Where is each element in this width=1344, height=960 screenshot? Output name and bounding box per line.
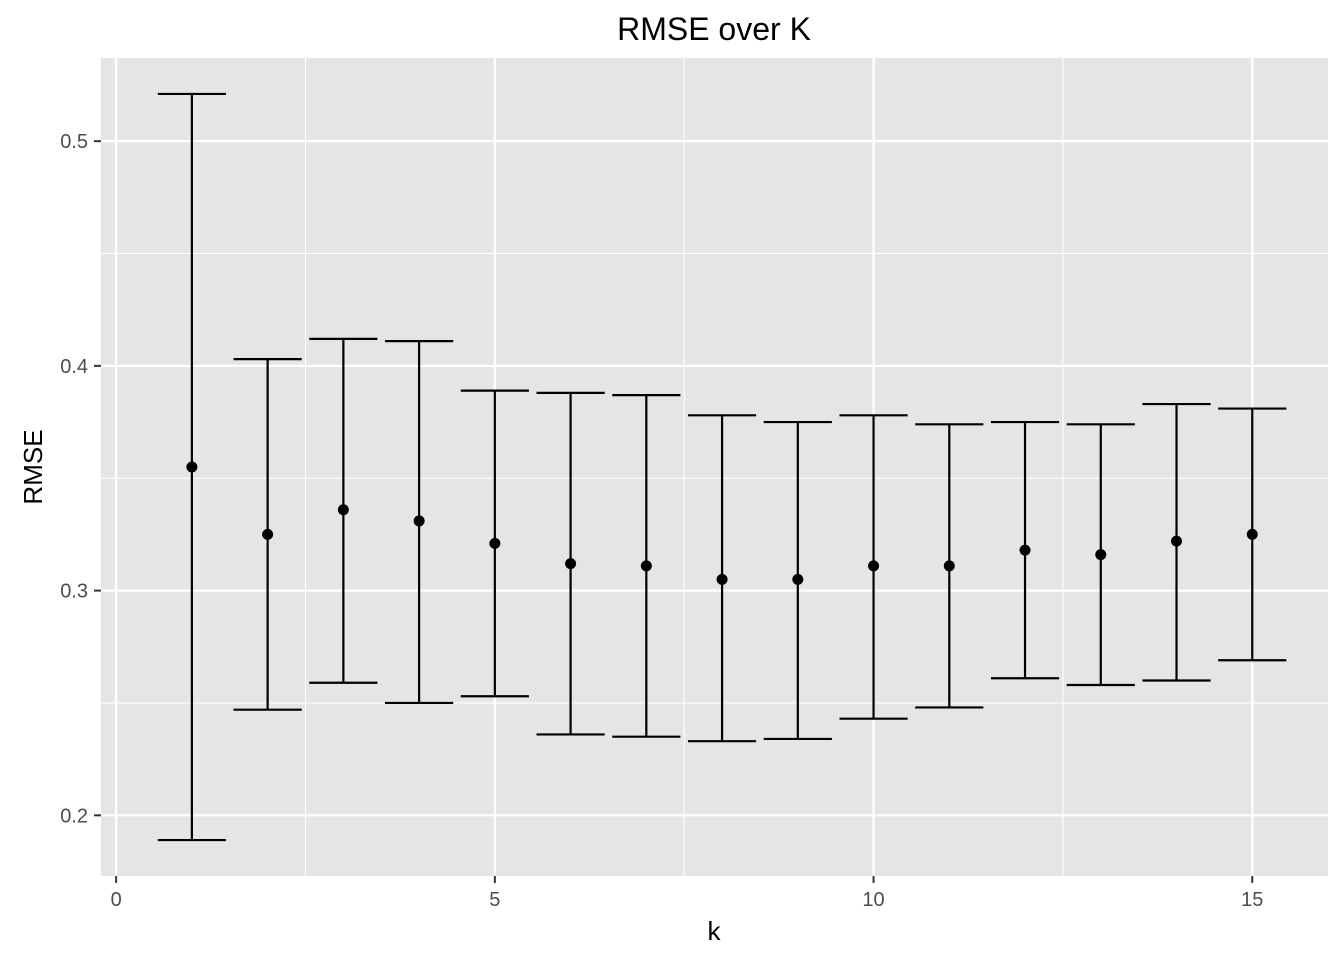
y-tick-label: 0.2 <box>60 805 88 827</box>
data-point <box>565 558 577 570</box>
x-tick-label: 15 <box>1241 889 1263 911</box>
data-point <box>186 461 198 473</box>
data-point <box>413 515 425 527</box>
data-point <box>1171 535 1183 547</box>
chart-title: RMSE over K <box>617 11 811 47</box>
x-axis: 0 5 10 15 <box>111 876 1263 911</box>
minor-gridlines <box>101 58 1328 876</box>
data-points <box>186 461 1258 585</box>
y-tick-label: 0.4 <box>60 356 88 378</box>
plot-panel <box>101 58 1328 876</box>
x-tick-label: 0 <box>111 889 122 911</box>
x-tick-label: 10 <box>862 889 884 911</box>
data-point <box>337 504 349 516</box>
data-point <box>640 560 652 572</box>
data-point <box>792 573 804 585</box>
y-tick-label: 0.3 <box>60 581 88 603</box>
data-point <box>868 560 880 572</box>
data-point <box>1095 549 1107 561</box>
x-tick-label: 5 <box>489 889 500 911</box>
data-point <box>943 560 955 572</box>
data-point <box>262 528 274 540</box>
data-point <box>1019 544 1031 556</box>
y-axis-title: RMSE <box>18 429 48 504</box>
data-point <box>1246 528 1258 540</box>
data-point <box>716 573 728 585</box>
y-axis: 0.2 0.3 0.4 0.5 <box>60 131 101 827</box>
x-axis-title: k <box>708 916 722 946</box>
data-point <box>489 537 501 549</box>
y-tick-label: 0.5 <box>60 131 88 153</box>
